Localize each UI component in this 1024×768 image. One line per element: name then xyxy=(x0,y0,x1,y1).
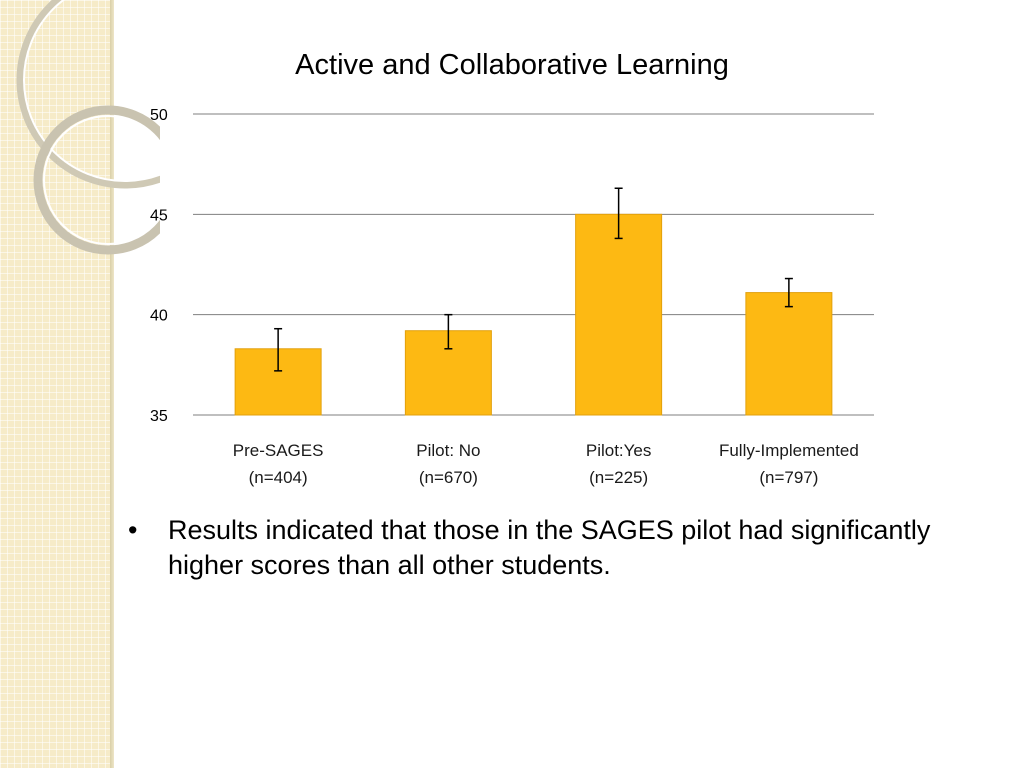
x-axis-category-labels: Pre-SAGES (n=404) Pilot: No (n=670) Pilot:Ye… xyxy=(233,441,859,487)
bar-chart: Active and Collaborative Learning 35 40 45… xyxy=(150,49,874,487)
x-category-sample-size: (n=225) xyxy=(589,468,648,487)
x-category-sample-size: (n=670) xyxy=(419,468,478,487)
y-axis-tick-labels: 35 40 45 50 xyxy=(150,107,168,425)
x-category-label: Pilot: No xyxy=(416,441,480,460)
error-bar xyxy=(444,313,453,350)
y-tick-label: 50 xyxy=(150,107,168,124)
y-tick-label: 45 xyxy=(150,207,168,224)
bar xyxy=(745,292,833,416)
y-tick-label: 40 xyxy=(150,308,168,325)
error-bars xyxy=(274,187,793,372)
chart-title: Active and Collaborative Learning xyxy=(295,49,729,81)
error-bar xyxy=(784,277,793,308)
y-tick-label: 35 xyxy=(150,408,168,425)
x-category-label: Fully-Implemented xyxy=(719,441,859,460)
bullet-text: Results indicated that those in the SAGE… xyxy=(168,515,931,580)
sidebar-edge xyxy=(110,0,114,768)
x-category-label: Pre-SAGES xyxy=(233,441,324,460)
x-category-sample-size: (n=797) xyxy=(759,468,818,487)
bullet-marker: • xyxy=(128,515,138,545)
decorative-rings xyxy=(16,0,160,255)
bullet-list-item: • Results indicated that those in the SA… xyxy=(128,513,948,583)
x-category-label: Pilot:Yes xyxy=(586,441,652,460)
bars xyxy=(234,213,833,416)
error-bar xyxy=(274,327,283,372)
error-bar xyxy=(614,187,623,240)
bar xyxy=(575,213,663,416)
x-category-sample-size: (n=404) xyxy=(249,468,308,487)
